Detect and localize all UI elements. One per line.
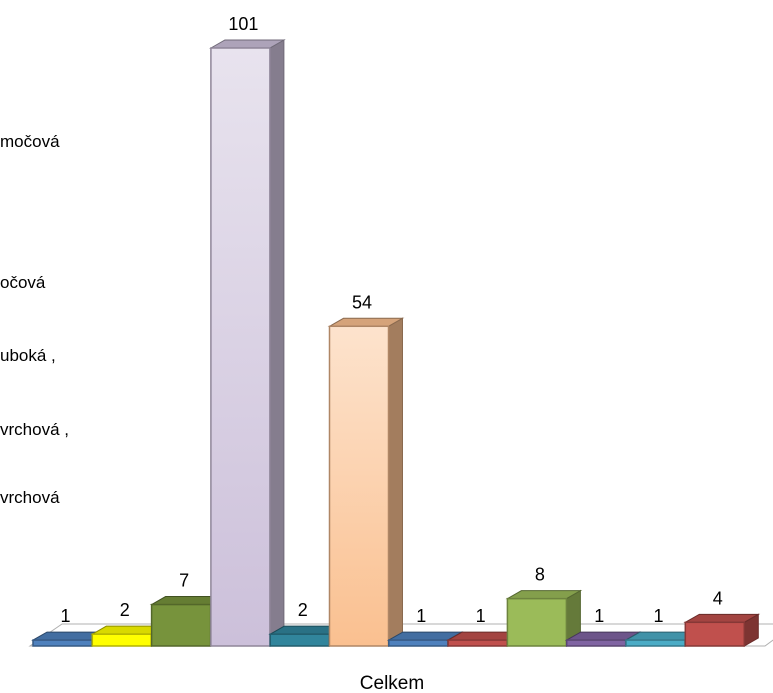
data-label-7: 1: [416, 606, 426, 626]
data-label-2: 2: [120, 600, 130, 620]
legend-entry-5: vrchová: [0, 488, 60, 507]
bar-front-face: [150, 603, 212, 647]
data-label-11: 1: [653, 606, 663, 626]
bar-front-face: [506, 597, 568, 647]
bar-front-face: [565, 639, 627, 647]
bar-front-face: [328, 325, 390, 647]
legend: močová očová uboká , vrchová , vrchová: [0, 132, 69, 507]
data-label-8: 1: [476, 606, 486, 626]
bar-front-face: [210, 47, 271, 647]
data-labels-group: 1 2 7 101 2 54 1 1 8 1 1 4: [60, 14, 722, 626]
data-label-9: 8: [535, 565, 545, 585]
bar-top-face: [683, 613, 761, 623]
bar-4: [209, 39, 286, 647]
data-label-5: 2: [298, 600, 308, 620]
bar-top-face: [209, 39, 286, 49]
legend-entry-4: vrchová ,: [0, 420, 69, 439]
legend-entry-1: močová: [0, 132, 60, 151]
bar-front-face: [447, 639, 508, 647]
bar-front-face: [684, 621, 746, 647]
bar-front-face: [625, 639, 686, 647]
bar-front-face: [32, 639, 93, 647]
bar-front-face: [91, 633, 153, 647]
data-label-12: 4: [713, 588, 723, 608]
data-label-6: 54: [352, 292, 372, 312]
bar-6: [327, 317, 405, 647]
bars-group: [31, 39, 761, 647]
data-label-3: 7: [179, 571, 189, 591]
bar-12: [683, 613, 761, 647]
data-label-1: 1: [60, 606, 70, 626]
bar-front-face: [269, 633, 330, 647]
bar-9: [505, 589, 583, 647]
bar-side-face: [269, 39, 285, 647]
legend-entry-3: uboká ,: [0, 346, 56, 365]
legend-entry-2: očová: [0, 273, 46, 292]
data-label-4: 101: [228, 14, 258, 34]
bar-top-face: [327, 317, 405, 327]
bar-top-face: [505, 590, 583, 600]
bar-side-face: [388, 317, 403, 647]
data-label-10: 1: [594, 606, 604, 626]
x-tick-label: Celkem: [360, 673, 424, 693]
bar-front-face: [388, 639, 449, 647]
